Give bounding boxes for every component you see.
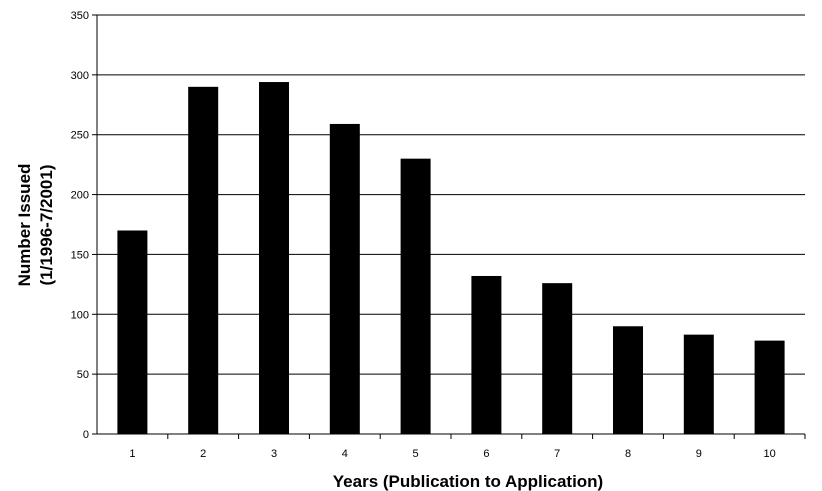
y-tick-label: 100: [71, 309, 89, 321]
y-axis-title-line1: Number Issued: [15, 164, 34, 287]
y-tick-label: 150: [71, 249, 89, 261]
bar: [400, 158, 431, 434]
bar: [188, 86, 219, 434]
x-tick-labels: 1 2 3 4 5 6 7 8 9 10: [129, 448, 775, 460]
y-tick-label: 350: [71, 10, 89, 22]
bar: [754, 340, 785, 434]
bar: [613, 326, 643, 434]
y-tick-label: 0: [83, 429, 89, 441]
bar: [117, 230, 148, 434]
axes: [92, 14, 806, 439]
x-tick-label: 5: [413, 448, 419, 460]
y-tick-labels: 0 50 100 150 200 250 300 350: [71, 10, 89, 441]
x-tick-label: 6: [483, 448, 489, 460]
y-axis-title-line2: (1/1996-7/2001): [37, 165, 56, 286]
bar: [542, 283, 573, 434]
bars: [117, 82, 785, 434]
x-axis-title: Years (Publication to Application): [333, 472, 603, 491]
x-tick-label: 1: [129, 448, 135, 460]
bar: [683, 334, 714, 434]
bar: [329, 123, 360, 434]
x-tick-label: 8: [625, 448, 631, 460]
y-tick-label: 50: [77, 369, 89, 381]
x-tick-label: 3: [271, 448, 277, 460]
bar: [259, 82, 289, 434]
y-tick-label: 250: [71, 130, 89, 142]
x-tick-label: 10: [763, 448, 775, 460]
x-tick-label: 7: [554, 448, 560, 460]
y-tick-label: 300: [71, 70, 89, 82]
x-tick-label: 4: [342, 448, 348, 460]
x-tick-label: 2: [200, 448, 206, 460]
x-tick-label: 9: [696, 448, 702, 460]
y-tick-label: 200: [71, 190, 89, 202]
bar: [471, 275, 502, 434]
